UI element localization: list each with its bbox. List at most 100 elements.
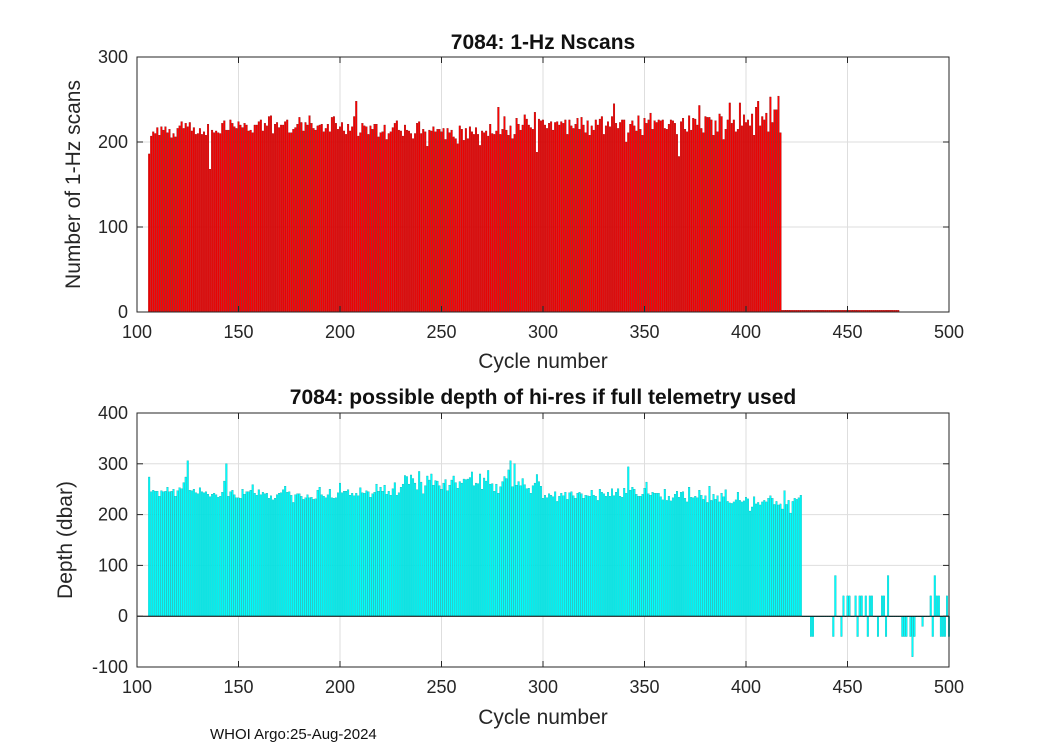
y-axis-label: Depth (dbar) (54, 481, 77, 599)
bar (322, 496, 325, 617)
bar (858, 595, 861, 617)
bar (503, 476, 506, 617)
bar (164, 126, 167, 313)
bar (219, 133, 222, 313)
bar (397, 492, 400, 617)
bar (598, 118, 601, 313)
bar (578, 492, 581, 617)
x-tick-label: 250 (426, 677, 456, 697)
bar (337, 492, 339, 617)
bar (168, 491, 171, 617)
bar (921, 616, 924, 627)
bar (550, 495, 553, 617)
bar (259, 119, 262, 313)
bar (726, 501, 729, 617)
bar (416, 489, 419, 617)
bar (261, 130, 264, 313)
bar (556, 121, 559, 313)
bar (700, 128, 703, 313)
bar (540, 485, 542, 617)
bar (458, 125, 461, 313)
bar (688, 115, 691, 313)
bar (757, 101, 760, 313)
bar (229, 119, 232, 313)
bar (609, 496, 611, 617)
bar (470, 471, 473, 617)
bar (702, 132, 705, 313)
bar (887, 575, 890, 617)
bar (320, 124, 323, 313)
bar (736, 492, 739, 617)
bar (239, 498, 242, 617)
bar (621, 119, 624, 313)
bar (710, 119, 713, 313)
y-tick-label: 300 (98, 454, 128, 474)
bar (243, 494, 246, 617)
bar (937, 595, 940, 617)
bar (416, 123, 419, 313)
bar (225, 463, 228, 617)
bar (535, 152, 538, 313)
bar (233, 494, 236, 617)
bar (515, 484, 518, 617)
bar (379, 132, 382, 313)
bar (767, 498, 770, 617)
bar (503, 116, 506, 313)
bar (535, 474, 538, 617)
bar (294, 127, 297, 313)
bars (148, 95, 900, 313)
bar (265, 493, 268, 617)
bar (757, 502, 760, 617)
bar (753, 135, 756, 313)
bar (781, 508, 784, 617)
x-axis-label: Cycle number (478, 706, 608, 729)
bar (607, 121, 609, 313)
bar (799, 495, 802, 617)
bar (604, 496, 607, 617)
bar (389, 495, 392, 617)
bar (432, 126, 435, 313)
bar (247, 491, 250, 617)
bar (446, 490, 449, 617)
bar (328, 131, 331, 313)
bar (261, 492, 264, 617)
bar (393, 482, 396, 617)
bar (706, 117, 709, 313)
bar (473, 134, 475, 313)
bar (444, 139, 447, 313)
bar (436, 129, 439, 313)
bar (298, 493, 301, 617)
bar (460, 482, 463, 617)
bar (259, 494, 262, 617)
bar (239, 124, 242, 313)
bar (611, 488, 613, 617)
bar (527, 124, 530, 313)
bar (450, 129, 453, 313)
bar (588, 496, 591, 617)
bar (489, 483, 492, 617)
bar (657, 493, 660, 617)
bar (661, 119, 664, 313)
bar (810, 616, 812, 637)
bar (217, 497, 220, 617)
bar (881, 595, 883, 617)
bar (702, 499, 705, 617)
bar (724, 129, 727, 313)
bar (154, 491, 157, 617)
bar (929, 595, 932, 617)
bar (531, 485, 534, 617)
bar (403, 475, 406, 617)
bar (308, 115, 311, 313)
bar (361, 123, 364, 313)
bar (791, 501, 794, 617)
bar (690, 497, 693, 617)
bar (198, 128, 201, 313)
bar (519, 129, 522, 313)
bar (306, 124, 309, 313)
bar (592, 129, 595, 313)
bar (708, 485, 711, 617)
bar (743, 500, 745, 617)
bar (314, 129, 317, 313)
bar (347, 124, 350, 313)
